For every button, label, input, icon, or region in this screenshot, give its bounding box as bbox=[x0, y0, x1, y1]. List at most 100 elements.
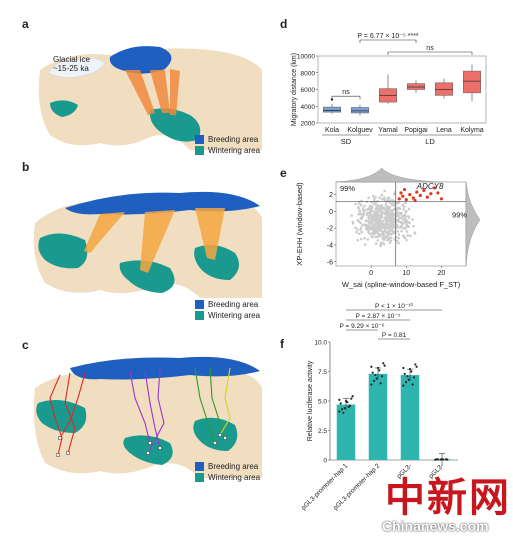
group-label: SD bbox=[341, 137, 352, 146]
data-point bbox=[372, 379, 376, 383]
scatter-point bbox=[367, 214, 371, 218]
scatter-point bbox=[405, 230, 409, 233]
data-point bbox=[375, 377, 378, 380]
scatter-point bbox=[383, 222, 386, 226]
data-point bbox=[402, 366, 405, 370]
scatter-point bbox=[397, 214, 400, 217]
data-point bbox=[350, 397, 353, 400]
data-point bbox=[442, 458, 445, 461]
box-popigai bbox=[407, 83, 425, 90]
wintering-area-3 bbox=[194, 244, 239, 280]
track-end-marker bbox=[66, 451, 70, 455]
scatter-point bbox=[401, 203, 405, 207]
data-point bbox=[411, 383, 414, 386]
scatter-point bbox=[354, 226, 357, 230]
legend-label: Breeding area bbox=[208, 462, 259, 471]
y-tick-label: 7.5 bbox=[318, 369, 327, 376]
scatter-point bbox=[405, 223, 409, 226]
y-tick-label: 8000 bbox=[301, 70, 316, 77]
box-kolguev bbox=[351, 107, 369, 114]
scatter-point bbox=[401, 221, 405, 225]
scatter-point bbox=[392, 213, 396, 216]
scatter-point bbox=[375, 210, 379, 213]
legend-label: Wintering area bbox=[208, 311, 261, 320]
landmass bbox=[38, 48, 262, 151]
scatter-point bbox=[390, 203, 394, 207]
y-tick-label: 4000 bbox=[301, 104, 316, 111]
data-point bbox=[370, 365, 373, 368]
scatter-point bbox=[363, 243, 367, 246]
scatter-point bbox=[382, 242, 386, 246]
bar bbox=[400, 375, 420, 460]
data-point bbox=[378, 369, 381, 372]
panel-letter-d: d bbox=[280, 17, 288, 31]
scatter-point bbox=[362, 213, 366, 216]
scatter-point bbox=[359, 226, 363, 230]
data-point bbox=[338, 410, 341, 413]
scatter-point bbox=[413, 232, 417, 235]
scatter-point bbox=[389, 202, 393, 205]
panel-letter-f: f bbox=[280, 337, 284, 351]
legend-map-b: Breeding area Wintering area bbox=[195, 300, 260, 320]
legend-swatch bbox=[195, 462, 204, 471]
migration-track bbox=[64, 372, 76, 454]
data-point bbox=[406, 375, 409, 378]
scatter-point bbox=[373, 226, 376, 229]
wintering-area-2 bbox=[123, 435, 173, 465]
scatter-point bbox=[403, 213, 407, 217]
sig-label: P = 2.87 × 10⁻⁵ bbox=[355, 313, 400, 320]
scatter-point bbox=[398, 207, 402, 211]
scatter-point bbox=[358, 212, 362, 215]
scatter-point bbox=[403, 205, 406, 209]
y-tick-label: 0 bbox=[329, 209, 333, 216]
sig-label: ns bbox=[426, 45, 434, 52]
scatter-point bbox=[378, 229, 382, 232]
x-tick-label: Kolguev bbox=[347, 127, 373, 134]
scatter-point bbox=[409, 234, 412, 238]
scatter-point bbox=[391, 230, 395, 233]
scatter-point bbox=[368, 206, 372, 210]
quantile-label: 99% bbox=[452, 210, 467, 219]
scatter-point bbox=[397, 233, 401, 236]
scatter-point bbox=[398, 216, 401, 220]
highlight-point bbox=[432, 186, 436, 190]
scatter-point bbox=[391, 216, 395, 220]
highlight-point bbox=[402, 187, 407, 192]
highlight-point bbox=[429, 192, 433, 196]
scatter-point bbox=[362, 209, 365, 213]
breeding-area bbox=[70, 356, 260, 380]
scatter-point bbox=[380, 193, 384, 197]
scatter-point bbox=[403, 236, 407, 240]
plot-frame bbox=[335, 181, 467, 267]
scatter-point bbox=[392, 192, 396, 196]
highlight-point bbox=[408, 193, 412, 197]
wintering-area-2 bbox=[119, 260, 175, 293]
highlight-point bbox=[436, 191, 440, 195]
data-point bbox=[402, 384, 405, 387]
scatter-point bbox=[366, 225, 370, 228]
scatter-point bbox=[374, 228, 378, 232]
scatter-point bbox=[374, 212, 378, 216]
scatter-point bbox=[395, 226, 399, 230]
scatter-point bbox=[378, 217, 381, 220]
data-point bbox=[342, 411, 345, 414]
scatter-point bbox=[384, 210, 388, 214]
glacial-ice bbox=[47, 57, 106, 78]
scatter-point bbox=[388, 211, 392, 215]
scatter-point bbox=[356, 238, 360, 242]
scatter-point bbox=[379, 211, 383, 215]
scatter-point bbox=[393, 238, 396, 241]
scatter-point bbox=[379, 219, 383, 223]
data-point bbox=[408, 368, 412, 371]
scatter-point bbox=[374, 207, 378, 211]
data-point bbox=[412, 376, 416, 379]
scatter-point bbox=[405, 238, 408, 242]
scatter-point bbox=[379, 222, 383, 226]
breeding-area bbox=[109, 46, 172, 74]
y-tick-label: 2000 bbox=[301, 121, 316, 128]
highlight-point bbox=[397, 197, 401, 201]
track-end-marker bbox=[223, 436, 227, 440]
box-kola bbox=[323, 106, 341, 113]
legend-label: Wintering area bbox=[208, 146, 261, 155]
scatter-point bbox=[371, 235, 375, 239]
